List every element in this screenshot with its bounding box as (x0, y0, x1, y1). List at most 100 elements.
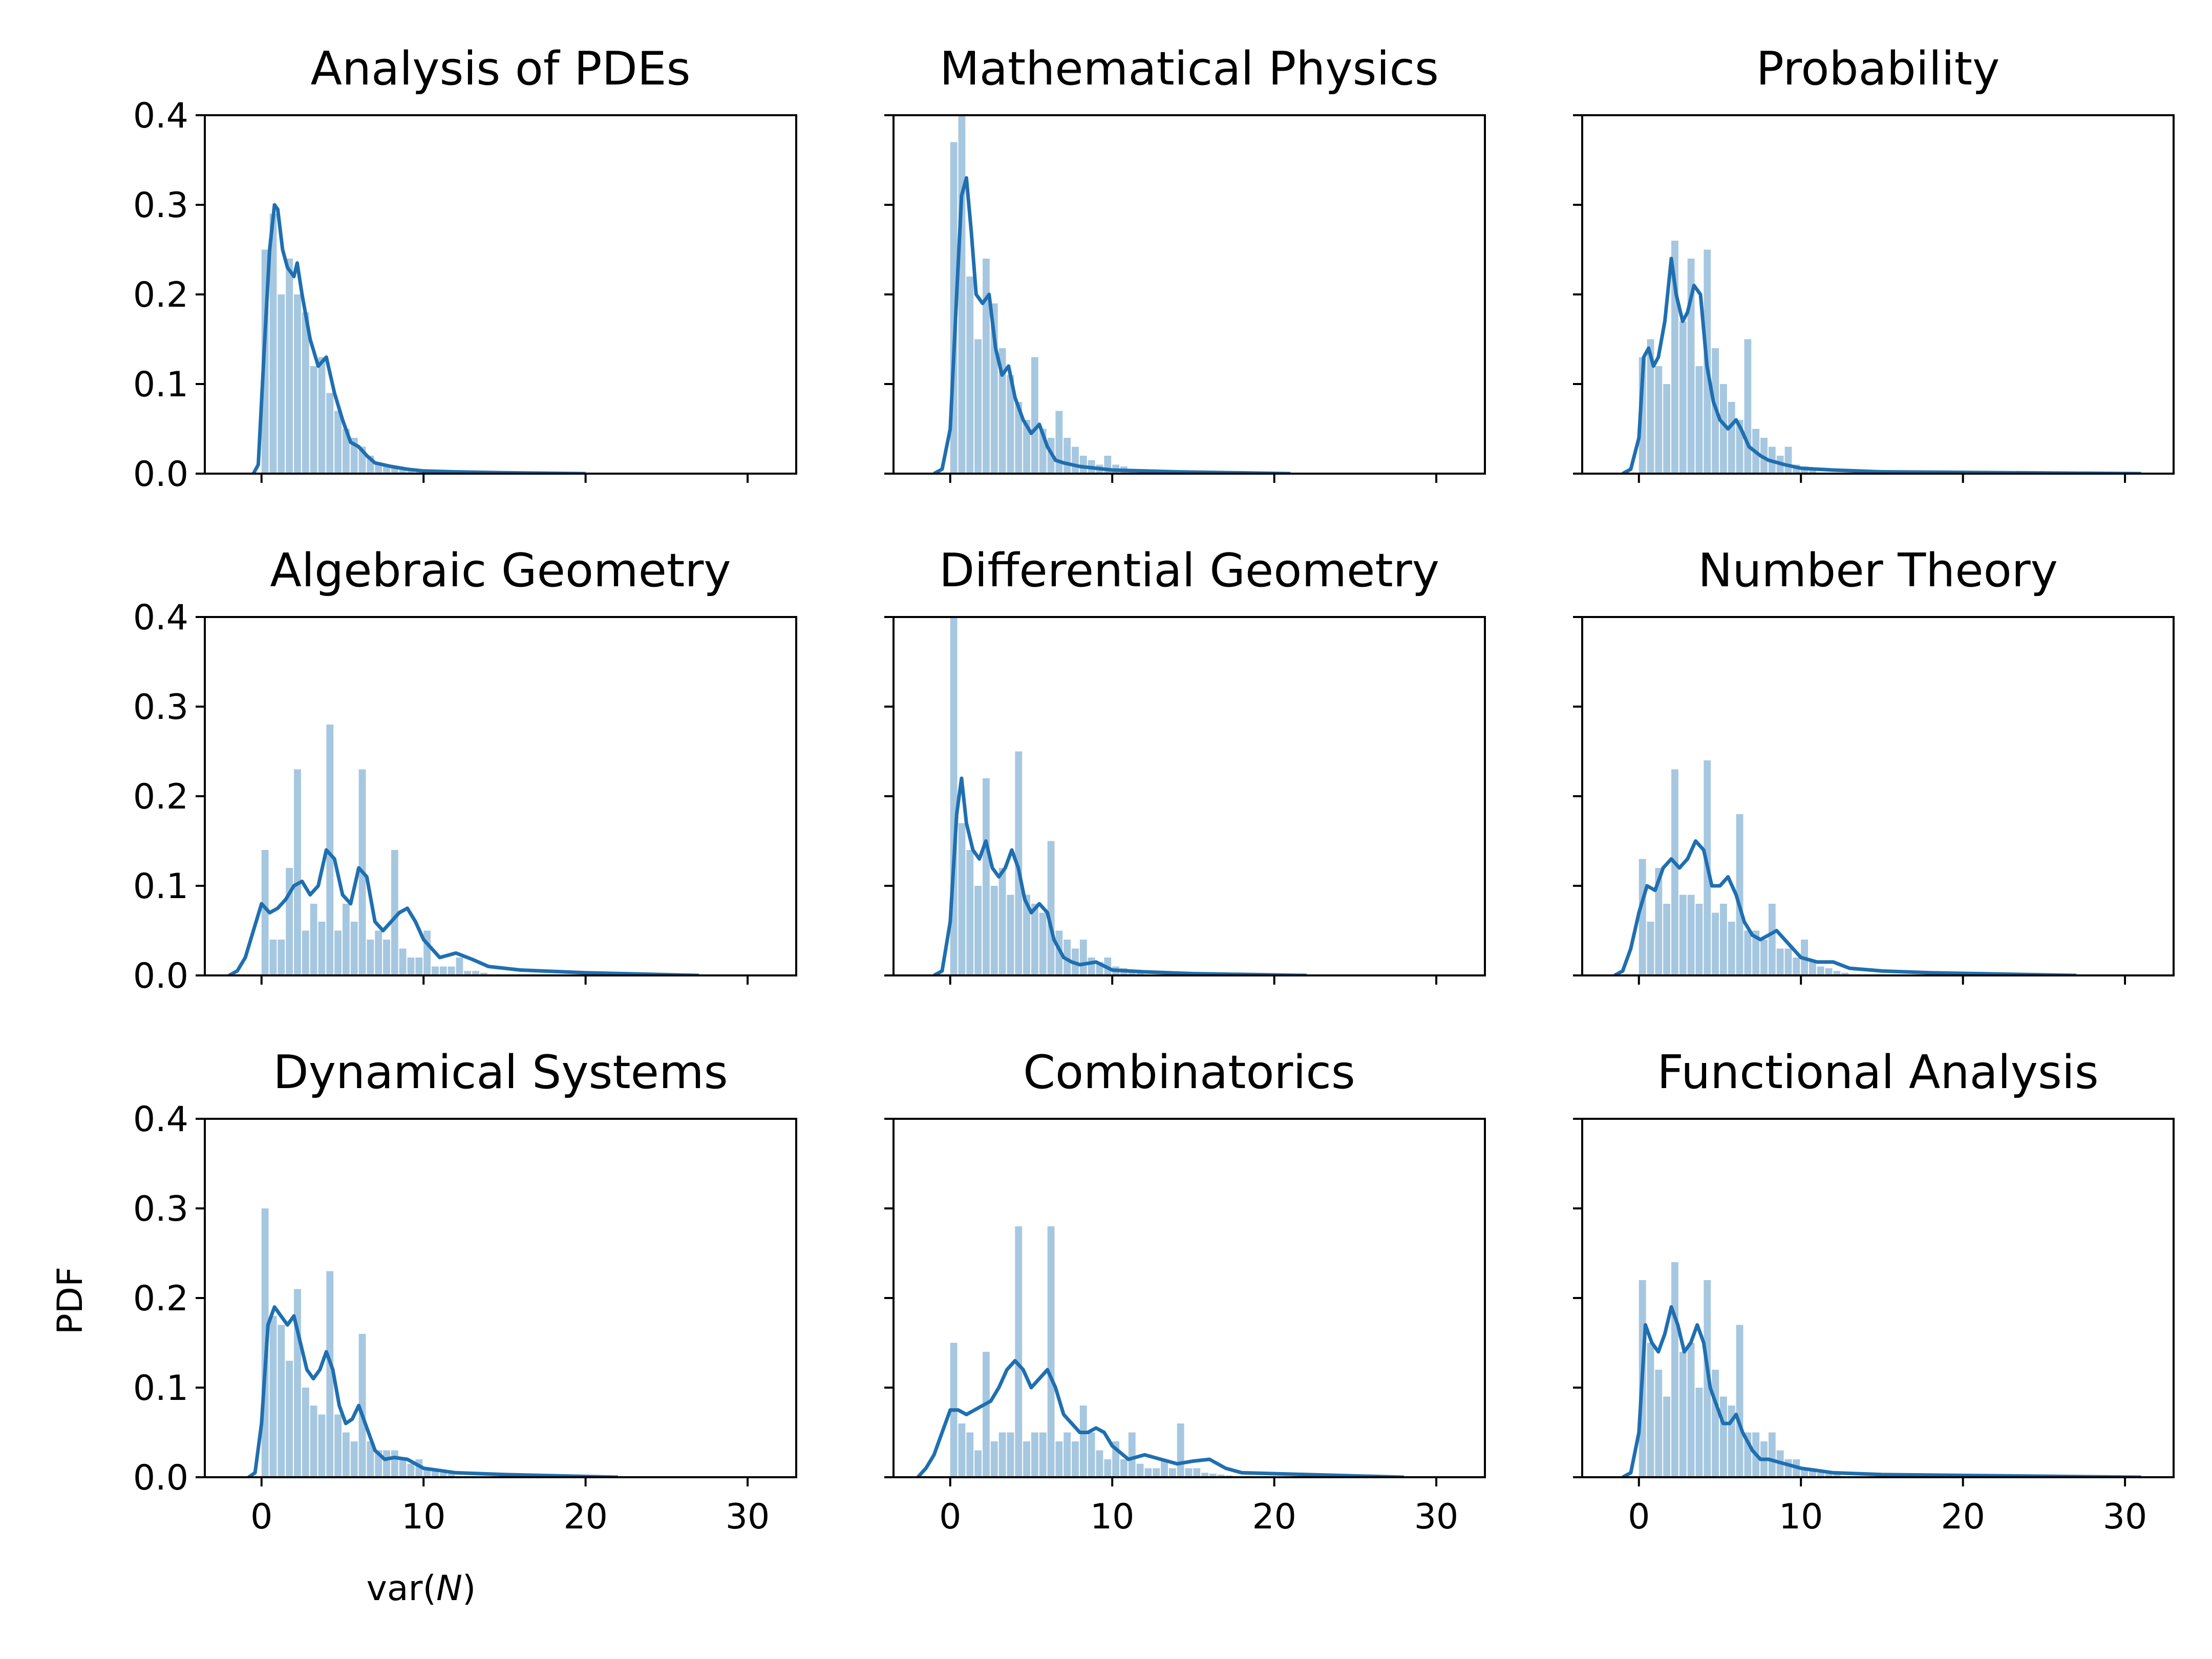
histogram-bar (1031, 1432, 1038, 1477)
histogram-bar (974, 1450, 982, 1477)
histogram-bar (1072, 446, 1079, 474)
histogram-bar (1768, 904, 1776, 975)
histogram-bar (974, 886, 982, 975)
histogram-bar (1217, 1474, 1225, 1477)
histogram-bar (472, 971, 479, 975)
histogram-bar (1655, 868, 1663, 975)
histogram-bar (391, 468, 398, 474)
histogram-bar (958, 823, 966, 975)
histogram-bar (1128, 971, 1136, 975)
y-tick-label: 0.3 (133, 185, 188, 226)
histogram-bar (1079, 456, 1087, 474)
histogram-bar (1136, 972, 1144, 975)
histogram-bar (1079, 940, 1087, 975)
y-tick-label: 0.0 (133, 1458, 188, 1498)
histogram-bar (1168, 1468, 1176, 1477)
histogram-bar (448, 1474, 455, 1477)
histogram-bar (1679, 1352, 1687, 1477)
histogram-bar (1719, 384, 1727, 474)
histogram-bar (1647, 339, 1654, 474)
histogram-bar (326, 725, 334, 975)
histogram-bar (1663, 1396, 1671, 1477)
y-tick-label: 0.4 (133, 96, 188, 136)
histogram-bar (310, 904, 317, 975)
kde-line (933, 176, 1291, 474)
histogram-bar (350, 922, 358, 975)
histogram-bar (1793, 958, 1800, 975)
histogram-bar (1039, 912, 1047, 975)
histogram-bar (342, 1432, 350, 1477)
histogram-bar (958, 1423, 966, 1477)
histogram-bar (983, 1352, 990, 1477)
y-tick-label: 0.2 (133, 1279, 188, 1319)
x-tick-label: 30 (726, 1497, 770, 1537)
histogram-bar (342, 429, 350, 474)
histogram-bar (1161, 1459, 1168, 1477)
histogram-bar (334, 930, 342, 975)
histogram-bar (1209, 1474, 1217, 1477)
kde-line (933, 776, 1307, 975)
x-tick-label: 0 (250, 1497, 272, 1537)
histogram-bar (998, 1432, 1006, 1477)
subplot-grid: 0.0 0.1 0.2 0.3 0.4 Analysis of PDEs Mathemati… (133, 42, 2175, 1537)
histogram-bar (1144, 1468, 1152, 1477)
histogram-bar (1695, 366, 1703, 474)
y-tick-label: 0.1 (133, 365, 188, 405)
subplot-title: Combinatorics (1023, 1046, 1355, 1099)
y-tick-label: 0.2 (133, 777, 188, 817)
histogram-bar (269, 940, 277, 975)
histogram-bar (1055, 1441, 1063, 1477)
histogram-bar (480, 972, 487, 975)
histogram-bar (1185, 1468, 1193, 1477)
histogram-bar (1833, 1474, 1841, 1477)
histogram-bar (1809, 469, 1816, 474)
histogram-bar (1784, 1459, 1792, 1477)
histogram-bar (407, 470, 415, 474)
histogram-bar (1744, 339, 1752, 474)
histogram-bar (1817, 1473, 1824, 1477)
histogram-bar (1193, 1468, 1201, 1477)
x-tick-label: 20 (1252, 1497, 1296, 1537)
histogram-bar (439, 966, 447, 975)
histogram-bar (1088, 958, 1095, 975)
histogram-bar (990, 886, 998, 975)
subplot-functional-analysis: 0 10 20 30 Functional Analysis (1573, 1046, 2175, 1537)
histogram-bar (983, 778, 990, 975)
histogram-bar (998, 868, 1006, 975)
subplot-title: Number Theory (1698, 544, 2058, 598)
subplot-algebraic-geometry: 0.0 0.1 0.2 0.3 0.4 Algebraic Geometry (133, 544, 797, 996)
histogram-bar (1015, 402, 1023, 474)
histogram-bar (990, 1441, 998, 1477)
histogram-bar (1728, 922, 1735, 975)
histogram-bar (1760, 940, 1768, 975)
histogram-bar (294, 769, 301, 975)
histogram-bar (1088, 1432, 1095, 1477)
histogram-bar (966, 276, 974, 474)
histogram-bar (1663, 384, 1671, 474)
y-tick-label: 0.4 (133, 598, 188, 638)
histogram-bar (1639, 859, 1646, 975)
histogram-bar (269, 1316, 277, 1477)
x-tick-label: 10 (1779, 1497, 1823, 1537)
histogram-bar (1153, 1468, 1160, 1477)
plot-frame (892, 616, 1486, 976)
subplot-title: Probability (1756, 42, 2000, 96)
kde-line (247, 1305, 618, 1477)
histogram-bar (1079, 1406, 1087, 1477)
histogram-bar (1031, 357, 1038, 474)
histogram-bar (1039, 1432, 1047, 1477)
subplot-analysis-of-pdes: 0.0 0.1 0.2 0.3 0.4 Analysis of PDEs (133, 42, 797, 495)
kde-line (1613, 839, 2077, 975)
subplot-differential-geometry: Differential Geometry (884, 544, 1486, 985)
histogram-bar (407, 1463, 415, 1477)
histogram-bar (1744, 930, 1752, 975)
histogram-bar (1663, 904, 1671, 975)
plot-frame (204, 616, 797, 976)
histogram-bar (278, 1325, 285, 1477)
y-tick-label: 0.4 (133, 1099, 188, 1140)
histogram-bar (1695, 1388, 1703, 1477)
histogram-bar (1728, 402, 1735, 474)
subplot-mathematical-physics: Mathematical Physics (884, 42, 1486, 483)
histogram-bar (334, 1414, 342, 1477)
